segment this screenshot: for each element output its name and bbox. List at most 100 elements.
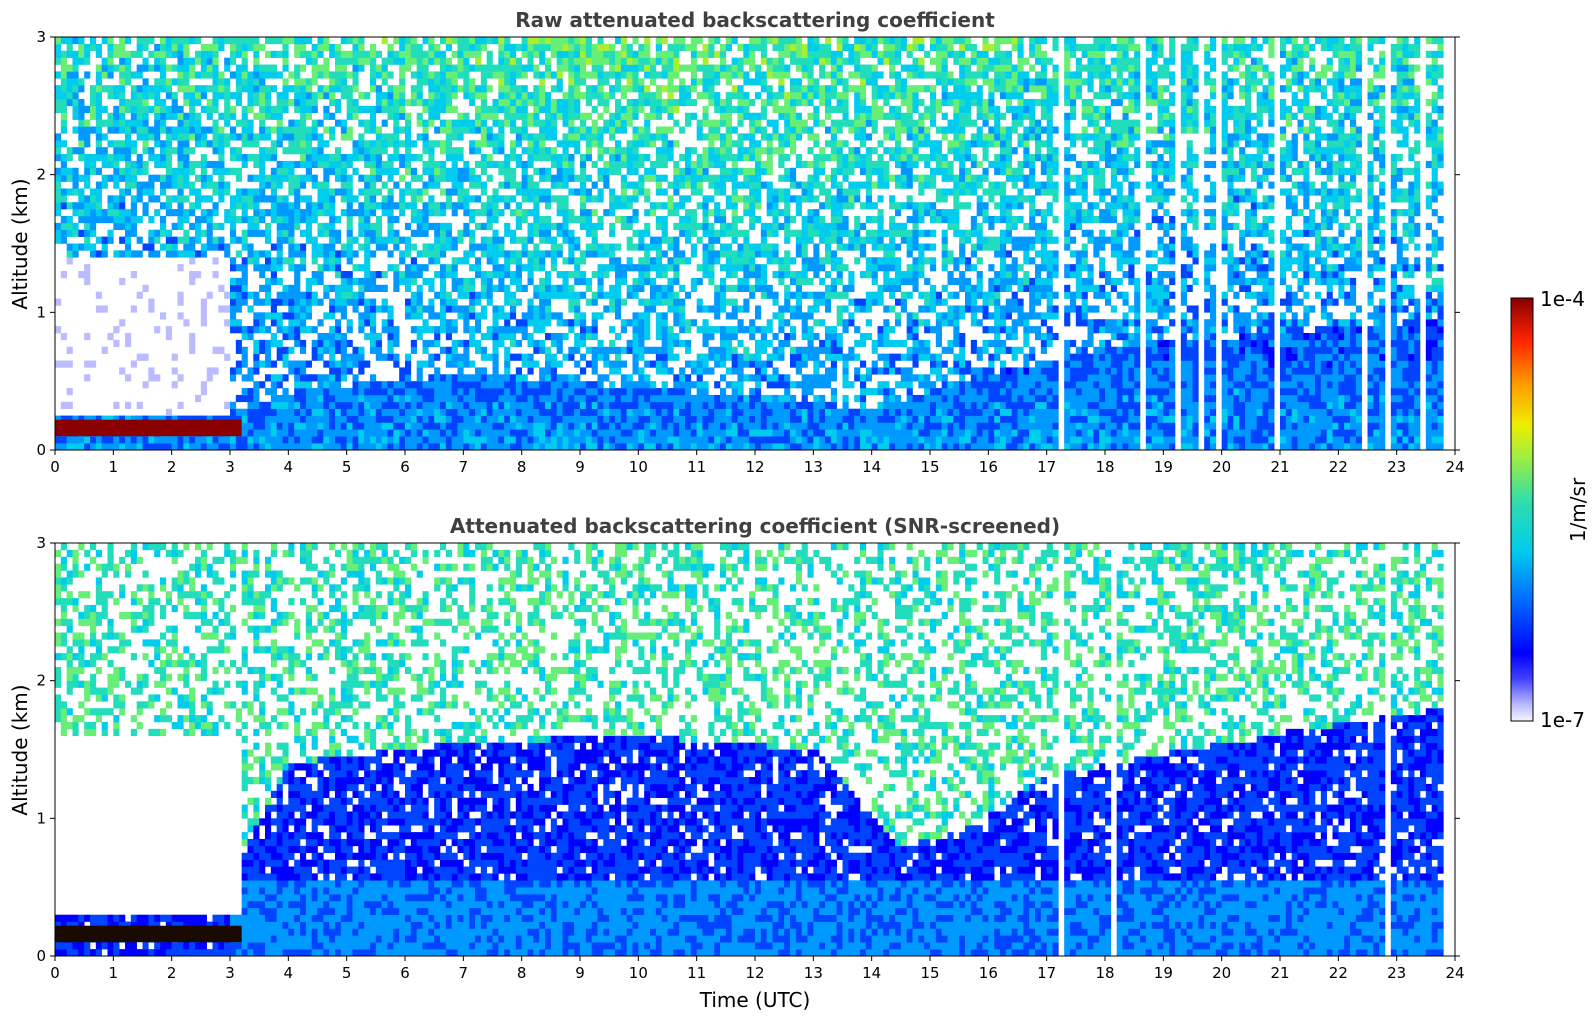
heatmap-cell [690,50,697,58]
heatmap-cell [638,319,645,327]
heatmap-cell [760,339,767,348]
heatmap-cell [708,147,715,155]
heatmap-cell [177,209,184,217]
heatmap-cell [317,43,324,52]
heatmap-cell [375,271,382,279]
heatmap-cell [288,401,295,409]
heatmap-cell [580,50,587,58]
heatmap-cell [370,319,377,327]
heatmap-cell [510,85,517,93]
heatmap-cell [393,408,400,416]
heatmap-cell [673,291,680,299]
heatmap-cell [282,284,289,292]
heatmap-cell [305,312,312,320]
heatmap-cell [364,105,371,114]
heatmap-cell [72,126,79,134]
heatmap-cell [685,339,692,348]
heatmap-cell [90,209,97,217]
heatmap-cell [533,209,540,217]
heatmap-cell [632,277,639,286]
heatmap-cell [603,436,610,444]
heatmap-cell [305,160,312,169]
heatmap-cell [515,188,522,196]
heatmap-cell [375,174,382,182]
heatmap-cell [574,312,581,320]
heatmap-cell [510,436,517,444]
heatmap-cell [737,105,744,114]
heatmap-cell [533,50,540,58]
heatmap-cell [90,154,97,162]
heatmap-cell [644,271,651,279]
heatmap-cell [130,360,137,368]
heatmap-cell [370,429,377,437]
heatmap-cell [230,298,237,306]
heatmap-cell [440,312,447,320]
heatmap-cell [381,284,388,292]
heatmap-cell [510,381,517,389]
heatmap-cell [253,429,260,437]
heatmap-cell [300,160,307,169]
heatmap-cell [609,147,616,155]
heatmap-cell [457,147,464,155]
heatmap-cell [235,98,242,107]
heatmap-cell [650,64,657,72]
heatmap-cell [300,85,307,93]
heatmap-cell [335,298,342,306]
heatmap-cell [387,154,394,162]
heatmap-cell [119,209,126,217]
heatmap-cell [620,401,627,409]
heatmap-cell [515,353,522,361]
heatmap-cell [749,264,756,272]
heatmap-cell [276,181,283,189]
heatmap-cell [562,408,569,416]
heatmap-cell [626,394,633,403]
heatmap-cell [644,174,651,182]
heatmap-cell [340,291,347,299]
heatmap-cell [183,140,190,148]
heatmap-cell [259,381,266,389]
heatmap-cell [766,133,773,141]
heatmap-cell [381,243,388,251]
heatmap-cell [107,332,114,341]
heatmap-cell [335,78,342,86]
heatmap-cell [276,140,283,148]
heatmap-cell [475,105,482,114]
heatmap-cell [755,312,762,320]
heatmap-cell [434,222,441,231]
heatmap-cell [195,126,202,134]
heatmap-cell [323,243,330,251]
heatmap-cell [737,388,744,396]
heatmap-cell [136,291,143,299]
heatmap-cell [224,167,231,175]
heatmap-cell [463,50,470,58]
heatmap-cell [294,126,301,134]
heatmap-cell [317,298,324,306]
heatmap-cell [585,50,592,58]
heatmap-cell [486,64,493,72]
heatmap-cell [387,57,394,65]
heatmap-cell [597,291,604,299]
heatmap-cell [428,408,435,416]
heatmap-cell [434,339,441,348]
heatmap-cell [247,443,254,450]
heatmap-cell [463,284,470,292]
heatmap-cell [445,264,452,272]
heatmap-cell [475,408,482,416]
heatmap-cell [504,222,511,231]
heatmap-cell [638,415,645,423]
heatmap-cell [451,346,458,354]
heatmap-cell [498,160,505,169]
heatmap-cell [568,160,575,169]
heatmap-cell [410,243,417,251]
heatmap-cell [119,195,126,203]
heatmap-cell [440,37,447,45]
heatmap-cell [521,105,528,114]
heatmap-cell [84,126,91,134]
heatmap-cell [66,243,73,251]
heatmap-cell [457,353,464,361]
heatmap-cell [755,78,762,86]
heatmap-cell [60,174,67,182]
heatmap-cell [393,332,400,341]
heatmap-cell [655,401,662,409]
heatmap-cell [265,353,272,361]
